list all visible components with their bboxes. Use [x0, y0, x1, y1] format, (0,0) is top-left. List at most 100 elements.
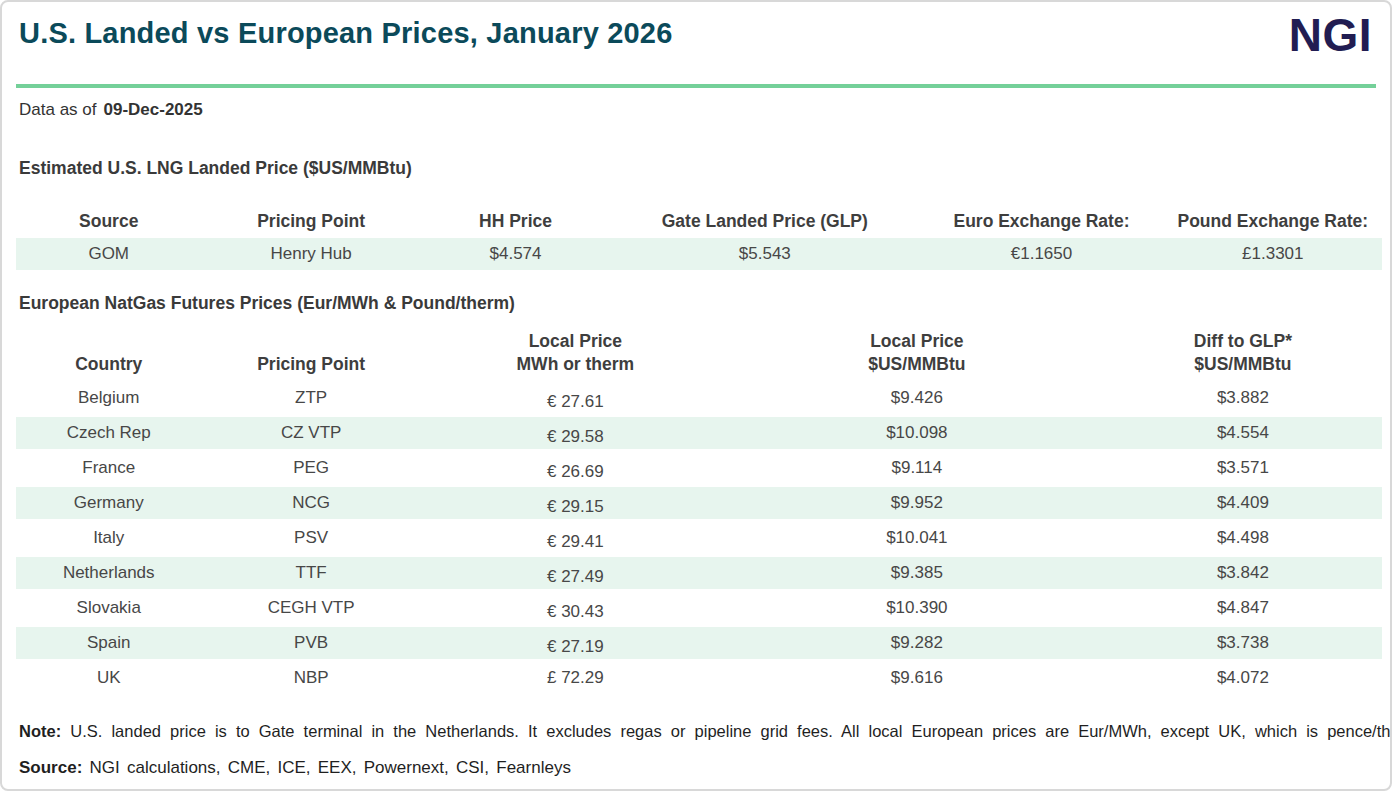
cell-country: Germany — [16, 493, 201, 513]
note-body: U.S. landed price is to Gate terminal in… — [70, 722, 1392, 740]
data-as-of-label: Data as of — [19, 100, 97, 119]
cell-usd-price: $10.390 — [730, 598, 1104, 618]
column-header-pound-exchange-rate: Pound Exchange Rate: — [1164, 211, 1382, 232]
cell-diff-to-glp: $3.842 — [1104, 563, 1382, 583]
cell-pricing-point: PVB — [201, 633, 420, 653]
report-header: U.S. Landed vs European Prices, January … — [2, 2, 1390, 84]
page-title: U.S. Landed vs European Prices, January … — [19, 16, 673, 51]
cell-country: UK — [16, 668, 201, 688]
table-row: NetherlandsTTF€ 27.49$9.385$3.842 — [16, 555, 1382, 590]
cell-local-price: € 27.19 — [421, 637, 730, 657]
ngi-logo: NGI — [1289, 14, 1372, 58]
table-row: ItalyPSV€ 29.41$10.041$4.498 — [16, 520, 1382, 555]
eu-table-body: BelgiumZTP€ 27.61$9.426$3.882Czech RepCZ… — [16, 380, 1382, 695]
source-label: Source: — [19, 758, 82, 777]
cell-local-price: € 30.43 — [421, 602, 730, 622]
table-row: SpainPVB€ 27.19$9.282$3.738 — [16, 625, 1382, 660]
cell-diff-to-glp: $4.498 — [1104, 528, 1382, 548]
cell-local-price: € 29.41 — [421, 532, 730, 552]
table-row: GOM Henry Hub $4.574 $5.543 €1.1650 £1.3… — [16, 238, 1382, 270]
cell-diff-to-glp: $4.409 — [1104, 493, 1382, 513]
cell-pricing-point: PSV — [201, 528, 420, 548]
cell-diff-to-glp: $3.571 — [1104, 458, 1382, 478]
column-header-line1: Diff to GLP* — [1104, 330, 1382, 353]
cell-local-price: € 27.61 — [421, 392, 730, 412]
cell-hh-price: $4.574 — [421, 244, 610, 264]
column-header-line2: Pricing Point — [201, 353, 420, 376]
eu-section-title: European NatGas Futures Prices (Eur/MWh … — [19, 293, 1390, 314]
table-row: FrancePEG€ 26.69$9.114$3.571 — [16, 450, 1382, 485]
cell-pound-exchange-rate: £1.3301 — [1164, 244, 1382, 264]
cell-pricing-point: NBP — [201, 668, 420, 688]
cell-usd-price: $9.426 — [730, 388, 1104, 408]
column-header-diff-to-glp: Diff to GLP* $US/MMBtu — [1104, 322, 1382, 376]
cell-local-price: £ 72.29 — [421, 668, 730, 688]
column-header-country: Country — [16, 322, 201, 376]
table-row: SlovakiaCEGH VTP€ 30.43$10.390$4.847 — [16, 590, 1382, 625]
table-row: BelgiumZTP€ 27.61$9.426$3.882 — [16, 380, 1382, 415]
column-header-line1: Local Price — [730, 330, 1104, 353]
column-header-hh-price: HH Price — [421, 211, 610, 232]
cell-usd-price: $10.041 — [730, 528, 1104, 548]
us-landed-price-table: Source Pricing Point HH Price Gate Lande… — [16, 208, 1382, 270]
cell-pricing-point: NCG — [201, 493, 420, 513]
cell-usd-price: $9.385 — [730, 563, 1104, 583]
cell-diff-to-glp: $3.738 — [1104, 633, 1382, 653]
table-row: UKNBP£ 72.29$9.616$4.072 — [16, 660, 1382, 695]
cell-local-price: € 29.15 — [421, 497, 730, 517]
cell-diff-to-glp: $4.072 — [1104, 668, 1382, 688]
cell-country: Italy — [16, 528, 201, 548]
cell-usd-price: $9.952 — [730, 493, 1104, 513]
column-header-pricing-point: Pricing Point — [201, 322, 420, 376]
data-as-of-date: 09-Dec-2025 — [104, 100, 203, 119]
cell-country: Czech Rep — [16, 423, 201, 443]
cell-country: Spain — [16, 633, 201, 653]
cell-pricing-point: PEG — [201, 458, 420, 478]
cell-diff-to-glp: $4.554 — [1104, 423, 1382, 443]
cell-pricing-point: ZTP — [201, 388, 420, 408]
column-header-line2: $US/MMBtu — [730, 353, 1104, 376]
source-text: Source: NGI calculations, CME, ICE, EEX,… — [19, 758, 1374, 778]
column-header-line2: MWh or therm — [421, 353, 730, 376]
column-header-line1: Local Price — [421, 330, 730, 353]
column-header-pricing-point: Pricing Point — [201, 211, 420, 232]
green-divider — [16, 84, 1376, 88]
column-header-line2: $US/MMBtu — [1104, 353, 1382, 376]
column-header-euro-exchange-rate: Euro Exchange Rate: — [919, 211, 1163, 232]
cell-country: Netherlands — [16, 563, 201, 583]
note-text: Note: U.S. landed price is to Gate termi… — [19, 722, 1374, 741]
column-header-local-price-mwh: Local Price MWh or therm — [421, 322, 730, 376]
cell-usd-price: $9.282 — [730, 633, 1104, 653]
table-row: GermanyNCG€ 29.15$9.952$4.409 — [16, 485, 1382, 520]
source-body: NGI calculations, CME, ICE, EEX, Powerne… — [90, 758, 571, 777]
cell-pricing-point: CEGH VTP — [201, 598, 420, 618]
cell-source: GOM — [16, 244, 201, 264]
data-as-of: Data as of 09-Dec-2025 — [19, 100, 1390, 120]
cell-usd-price: $9.616 — [730, 668, 1104, 688]
cell-pricing-point: TTF — [201, 563, 420, 583]
cell-local-price: € 27.49 — [421, 567, 730, 587]
report-page: U.S. Landed vs European Prices, January … — [0, 0, 1392, 791]
us-section-title: Estimated U.S. LNG Landed Price ($US/MMB… — [19, 158, 1390, 179]
column-header-gate-landed-price: Gate Landed Price (GLP) — [610, 211, 919, 232]
cell-pricing-point: Henry Hub — [201, 244, 420, 264]
cell-gate-landed-price: $5.543 — [610, 244, 919, 264]
cell-country: France — [16, 458, 201, 478]
cell-euro-exchange-rate: €1.1650 — [919, 244, 1163, 264]
cell-local-price: € 29.58 — [421, 427, 730, 447]
column-header-line2: Country — [16, 353, 201, 376]
cell-pricing-point: CZ VTP — [201, 423, 420, 443]
cell-diff-to-glp: $4.847 — [1104, 598, 1382, 618]
cell-usd-price: $10.098 — [730, 423, 1104, 443]
eu-table-header-row: Country Pricing Point Local Price MWh or… — [16, 322, 1382, 376]
cell-usd-price: $9.114 — [730, 458, 1104, 478]
cell-diff-to-glp: $3.882 — [1104, 388, 1382, 408]
cell-country: Belgium — [16, 388, 201, 408]
cell-country: Slovakia — [16, 598, 201, 618]
note-label: Note: — [19, 722, 61, 740]
us-table-header-row: Source Pricing Point HH Price Gate Lande… — [16, 208, 1382, 234]
table-row: Czech RepCZ VTP€ 29.58$10.098$4.554 — [16, 415, 1382, 450]
cell-local-price: € 26.69 — [421, 462, 730, 482]
eu-futures-table: Country Pricing Point Local Price MWh or… — [16, 322, 1382, 695]
column-header-source: Source — [16, 211, 201, 232]
